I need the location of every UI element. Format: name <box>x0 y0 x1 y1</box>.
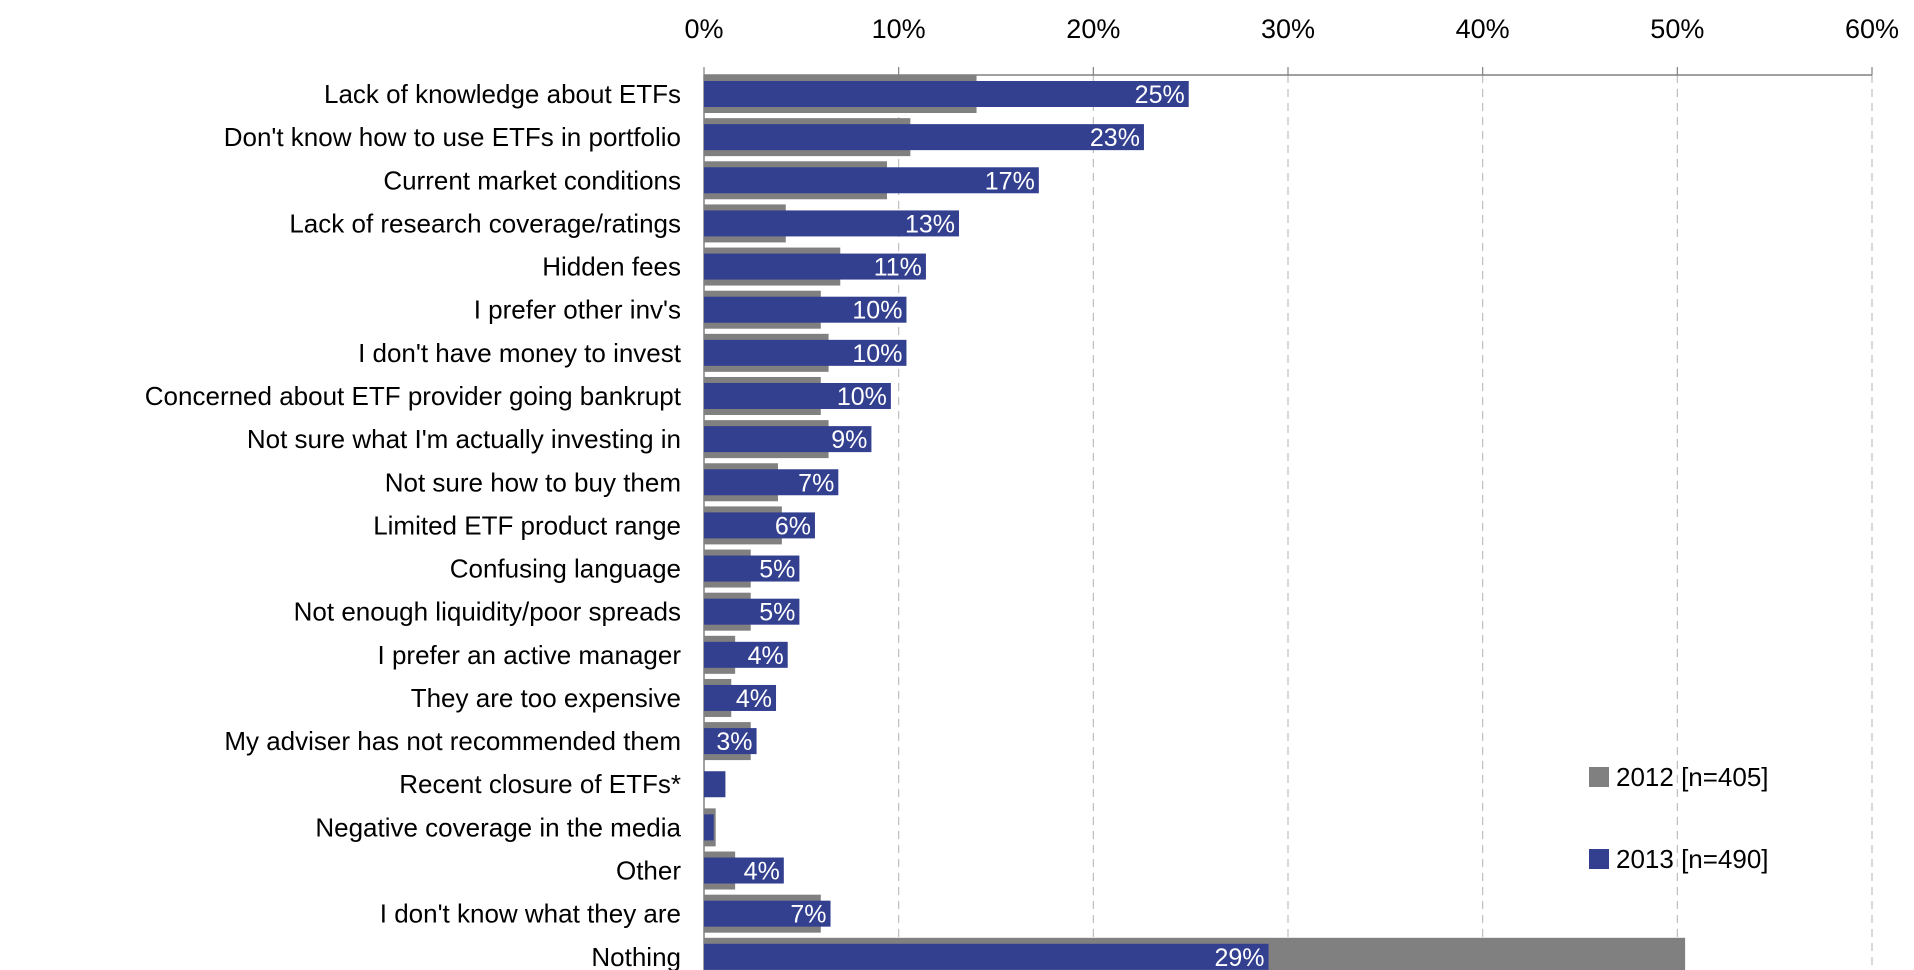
data-label-2013: 13% <box>905 210 955 238</box>
x-tick-label: 40% <box>1456 14 1510 44</box>
category-label: Not enough liquidity/poor spreads <box>294 597 681 627</box>
category-label: Other <box>616 856 681 886</box>
x-tick-label: 0% <box>684 14 723 44</box>
category-label: I prefer other inv's <box>474 295 681 325</box>
category-label: Hidden fees <box>542 252 681 282</box>
bar-2013 <box>704 641 788 668</box>
bar-2013 <box>704 598 800 625</box>
data-label-2013: 10% <box>837 383 887 411</box>
legend-label-2012: 2012 [n=405] <box>1616 762 1769 792</box>
data-label-2013: 25% <box>1135 81 1185 109</box>
category-label: Negative coverage in the media <box>315 812 681 842</box>
legend-label-2013: 2013 [n=490] <box>1616 844 1769 874</box>
bar-2013 <box>704 124 1144 151</box>
bar-2013 <box>704 512 815 539</box>
x-tick-label: 10% <box>872 14 926 44</box>
category-label: They are too expensive <box>411 683 681 713</box>
x-axis-ticks: 0% 10% 20% 30% 40% 50% 60% <box>684 14 1899 970</box>
data-label-2013: 17% <box>985 167 1035 195</box>
bar-2013 <box>704 296 907 323</box>
x-tick-label: 60% <box>1845 14 1899 44</box>
category-label: Concerned about ETF provider going bankr… <box>145 381 682 411</box>
legend-swatch-2013 <box>1589 849 1609 869</box>
bar-2013 <box>704 469 839 496</box>
data-label-2013: 29% <box>1214 944 1264 970</box>
category-label: Confusing language <box>450 554 681 584</box>
category-label: I prefer an active manager <box>378 640 682 670</box>
category-label: I don't know what they are <box>380 899 681 929</box>
bar-2013 <box>704 900 831 927</box>
data-label-2013: 4% <box>736 685 772 713</box>
bar-2013 <box>704 684 777 711</box>
bar-2013 <box>704 857 784 884</box>
x-tick-label: 30% <box>1261 14 1315 44</box>
category-label: Recent closure of ETFs* <box>399 769 681 799</box>
bar-2013 <box>704 943 1269 970</box>
data-label-2013: 5% <box>759 556 795 584</box>
bar-2013 <box>704 771 726 798</box>
bar-2013 <box>704 210 960 237</box>
category-label: Nothing <box>591 942 681 970</box>
gridlines <box>898 75 1873 970</box>
category-label: Don't know how to use ETFs in portfolio <box>224 122 681 152</box>
data-label-2013: 7% <box>790 901 826 929</box>
category-label: My adviser has not recommended them <box>224 726 681 756</box>
bar-2013 <box>704 555 800 582</box>
category-labels: Lack of knowledge about ETFs Don't know h… <box>145 79 682 970</box>
data-label-2013: 4% <box>744 858 780 886</box>
data-label-2013: 11% <box>874 254 922 282</box>
category-label: Current market conditions <box>383 165 681 195</box>
category-label: Limited ETF product range <box>373 510 681 540</box>
x-tick-label: 20% <box>1066 14 1120 44</box>
legend-swatch-2012 <box>1589 767 1609 787</box>
category-label: Not sure what I'm actually investing in <box>247 424 681 454</box>
bar-2013 <box>704 814 714 841</box>
bars <box>704 75 1686 970</box>
category-label: Lack of research coverage/ratings <box>289 208 681 238</box>
bar-2013 <box>704 81 1189 107</box>
data-label-2013: 3% <box>716 728 752 756</box>
data-label-2013: 10% <box>852 340 902 368</box>
legend: 2012 [n=405] 2013 [n=490] <box>1589 762 1769 874</box>
data-label-2013: 6% <box>775 512 811 540</box>
bar-2013 <box>704 382 891 409</box>
category-label: Lack of knowledge about ETFs <box>324 79 681 109</box>
bar-2013 <box>704 253 926 280</box>
bar-2013 <box>704 426 872 453</box>
data-label-2013: 10% <box>852 297 902 325</box>
bar-2013 <box>704 339 907 366</box>
data-label-2013: 4% <box>748 642 784 670</box>
category-label: I don't have money to invest <box>358 338 682 368</box>
data-label-2013: 5% <box>759 599 795 627</box>
bar-2013 <box>704 167 1039 194</box>
data-labels: 25% 23% 17% 13% 11% 10% 10% 10% 9% 7% 6% 5% 5% 4% 4% 3%… <box>716 81 1264 970</box>
data-label-2013: 7% <box>798 469 834 497</box>
bar-2013 <box>704 728 757 755</box>
data-label-2013: 9% <box>831 426 867 454</box>
x-tick-label: 50% <box>1650 14 1704 44</box>
data-label-2013: 23% <box>1090 124 1140 152</box>
category-label: Not sure how to buy them <box>385 467 681 497</box>
